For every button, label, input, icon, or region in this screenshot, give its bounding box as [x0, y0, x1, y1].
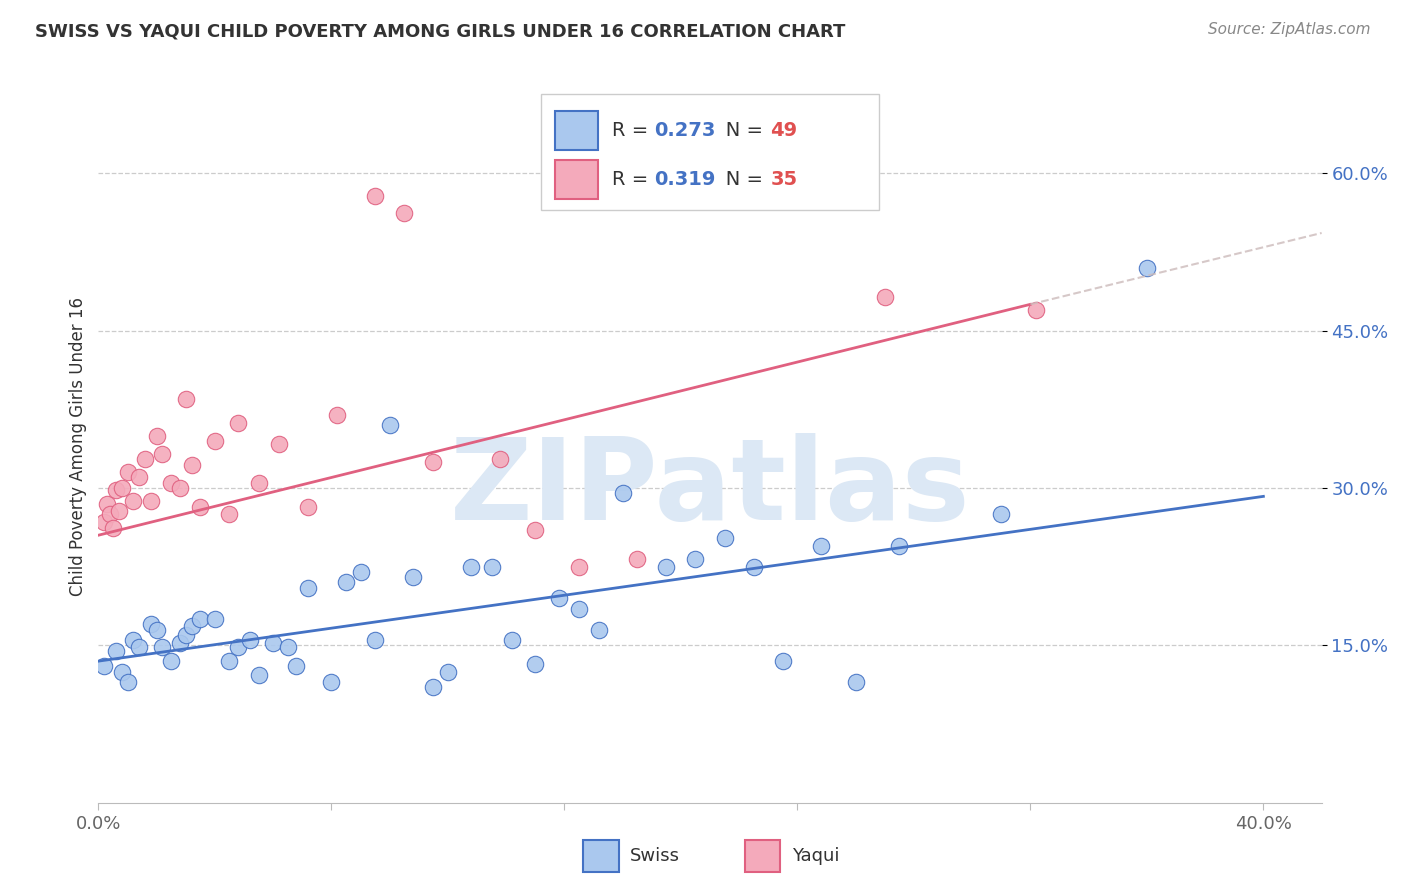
- Point: [180, 458, 202, 472]
- Point: [422, 681, 444, 695]
- Point: [524, 523, 547, 537]
- Point: [349, 565, 371, 579]
- Point: [713, 532, 735, 546]
- Point: [524, 657, 547, 672]
- Point: [685, 552, 707, 566]
- Point: [501, 633, 523, 648]
- Text: ZIPatlas: ZIPatlas: [450, 434, 970, 544]
- Point: [169, 636, 191, 650]
- Point: [128, 640, 150, 655]
- Point: [96, 497, 118, 511]
- Point: [568, 601, 591, 615]
- Point: [204, 434, 226, 448]
- Point: [98, 507, 121, 521]
- Point: [152, 447, 174, 461]
- Point: [1136, 260, 1159, 275]
- Text: R =: R =: [612, 170, 654, 189]
- Point: [93, 515, 115, 529]
- Point: [612, 486, 634, 500]
- Point: [568, 559, 591, 574]
- Point: [460, 559, 482, 574]
- Point: [810, 539, 832, 553]
- Point: [111, 481, 134, 495]
- Point: [845, 675, 868, 690]
- Text: R =: R =: [612, 121, 654, 140]
- Point: [247, 475, 270, 490]
- Point: [174, 392, 197, 406]
- Point: [772, 654, 794, 668]
- Point: [226, 416, 249, 430]
- Point: [378, 417, 401, 432]
- Text: N =: N =: [707, 121, 769, 140]
- Point: [101, 521, 124, 535]
- Text: Source: ZipAtlas.com: Source: ZipAtlas.com: [1208, 22, 1371, 37]
- Point: [626, 552, 648, 566]
- Point: [437, 665, 460, 679]
- Point: [160, 654, 183, 668]
- Text: N =: N =: [707, 170, 769, 189]
- Point: [321, 675, 343, 690]
- Point: [134, 451, 156, 466]
- Point: [188, 500, 212, 514]
- Point: [117, 675, 139, 690]
- Point: [335, 575, 357, 590]
- Point: [122, 493, 145, 508]
- Point: [204, 612, 226, 626]
- Text: 0.319: 0.319: [654, 170, 716, 189]
- Point: [326, 408, 349, 422]
- Text: 49: 49: [770, 121, 797, 140]
- Point: [226, 640, 249, 655]
- Point: [247, 667, 270, 681]
- Point: [873, 290, 896, 304]
- Point: [218, 507, 240, 521]
- Point: [145, 428, 167, 442]
- Point: [111, 665, 134, 679]
- Point: [742, 559, 765, 574]
- Text: 35: 35: [770, 170, 797, 189]
- Point: [392, 206, 416, 220]
- Point: [267, 437, 290, 451]
- Point: [139, 617, 162, 632]
- Point: [93, 659, 115, 673]
- Point: [104, 483, 127, 497]
- Point: [218, 654, 240, 668]
- Point: [169, 481, 191, 495]
- Point: [489, 451, 512, 466]
- Point: [139, 493, 162, 508]
- Point: [588, 623, 610, 637]
- Point: [174, 628, 197, 642]
- Point: [152, 640, 174, 655]
- Point: [547, 591, 569, 606]
- Point: [655, 559, 678, 574]
- Text: 0.273: 0.273: [654, 121, 716, 140]
- Point: [180, 619, 202, 633]
- Point: [285, 659, 308, 673]
- Point: [481, 559, 503, 574]
- Point: [104, 643, 127, 657]
- Point: [160, 475, 183, 490]
- Point: [108, 504, 131, 518]
- Y-axis label: Child Poverty Among Girls Under 16: Child Poverty Among Girls Under 16: [69, 296, 87, 596]
- Point: [402, 570, 425, 584]
- Point: [422, 455, 444, 469]
- Point: [889, 539, 911, 553]
- Point: [277, 640, 299, 655]
- Point: [145, 623, 167, 637]
- Point: [239, 633, 262, 648]
- Text: Yaqui: Yaqui: [792, 847, 839, 865]
- Point: [128, 470, 150, 484]
- Point: [122, 633, 145, 648]
- Point: [262, 636, 284, 650]
- Text: SWISS VS YAQUI CHILD POVERTY AMONG GIRLS UNDER 16 CORRELATION CHART: SWISS VS YAQUI CHILD POVERTY AMONG GIRLS…: [35, 22, 845, 40]
- Point: [990, 507, 1012, 521]
- Text: Swiss: Swiss: [630, 847, 681, 865]
- Point: [364, 633, 387, 648]
- Point: [188, 612, 212, 626]
- Point: [364, 189, 387, 203]
- Point: [1025, 302, 1047, 317]
- Point: [297, 500, 319, 514]
- Point: [297, 581, 319, 595]
- Point: [117, 465, 139, 479]
